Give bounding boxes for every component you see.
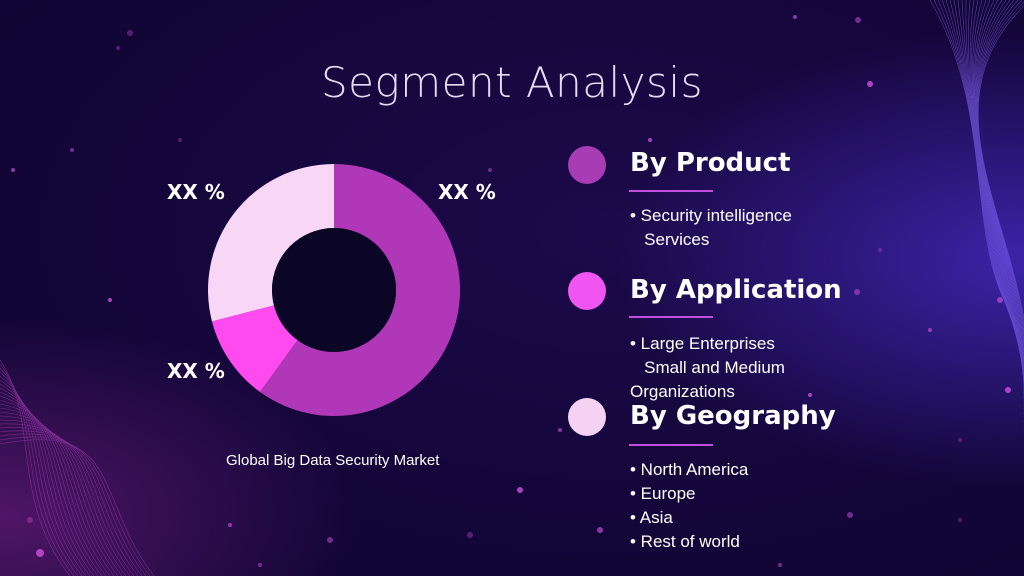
segment-item: • Asia — [630, 508, 673, 527]
slide-title: Segment Analysis — [321, 58, 703, 107]
segment-item: • North America — [630, 460, 749, 479]
application-dot-icon — [568, 272, 606, 310]
segment-item: • Security intelligence — [630, 206, 792, 225]
slice-label-2: XX % — [167, 359, 225, 383]
segment-divider — [629, 316, 713, 318]
segment-item: Organizations — [630, 382, 735, 401]
geography-dot-icon — [568, 398, 606, 436]
segment-title: By Application — [630, 275, 842, 305]
segment-item: • Rest of world — [630, 532, 740, 551]
donut-slice-2 — [211, 305, 298, 392]
segment-title: By Geography — [630, 401, 836, 431]
product-dot-icon — [568, 146, 606, 184]
segment-divider — [629, 444, 713, 446]
segment-item: • Large Enterprises — [630, 334, 775, 353]
segment-divider — [629, 190, 713, 192]
slice-label-1: XX % — [438, 180, 496, 204]
segment-item: • Europe — [630, 484, 696, 503]
donut-hole — [272, 228, 396, 352]
segment-item: Services — [630, 230, 710, 249]
segment-item: Small and Medium — [630, 358, 785, 377]
slice-label-3: XX % — [167, 180, 225, 204]
chart-caption: Global Big Data Security Market — [226, 452, 440, 469]
segment-title: By Product — [630, 148, 791, 178]
donut-slice-3 — [208, 164, 334, 322]
donut-slice-1 — [259, 164, 461, 416]
